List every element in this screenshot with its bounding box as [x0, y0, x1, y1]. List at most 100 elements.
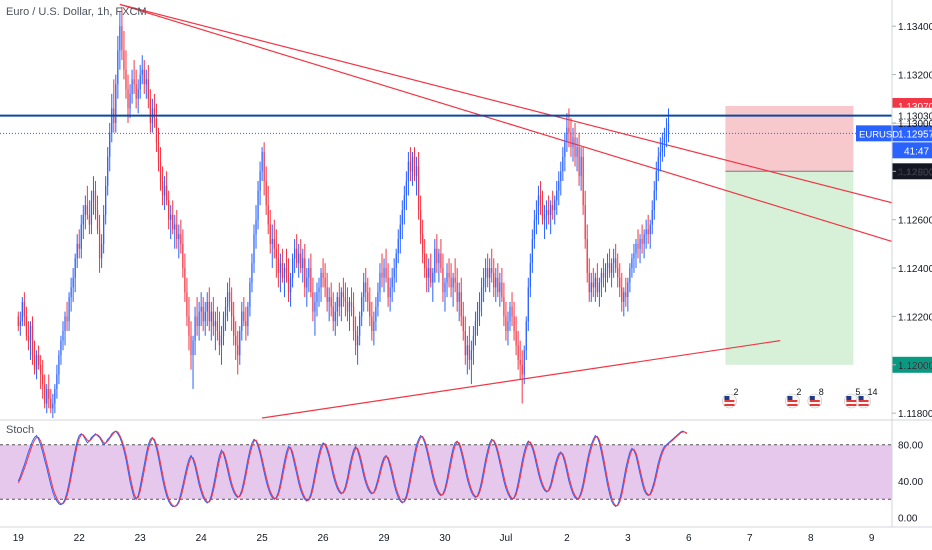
candle-body: [621, 287, 623, 302]
x-tick-label: 8: [808, 533, 814, 544]
candle-body: [127, 89, 129, 109]
candle-body: [155, 118, 158, 143]
candle-body: [253, 234, 255, 264]
candle-body: [387, 277, 389, 298]
candle-body: [513, 316, 515, 331]
candle-body: [470, 350, 473, 360]
candle-body: [556, 190, 558, 201]
candle-body: [224, 306, 227, 317]
y-tick-label: 1.13000: [898, 119, 932, 130]
risk-zone: [725, 106, 854, 172]
candle-body: [505, 316, 507, 331]
candle-body: [426, 268, 428, 278]
candle-body: [464, 330, 466, 356]
price-levels[interactable]: 1.130701.130301.129571.128001.12000EURUS…: [0, 98, 932, 373]
x-tick-label: 9: [869, 533, 875, 544]
candle-body: [657, 156, 659, 172]
trendlines[interactable]: [119, 3, 893, 419]
candle-body: [176, 224, 178, 240]
candle-body: [529, 263, 531, 288]
candle-body: [385, 268, 387, 278]
candle-body: [273, 239, 275, 249]
economic-events[interactable]: 2 2 8 5 14: [722, 387, 878, 409]
candle-body: [653, 190, 655, 210]
candle-body: [395, 253, 397, 269]
candle-body: [592, 282, 594, 288]
candle-body: [261, 151, 263, 172]
candle-body: [332, 306, 334, 322]
candle-body: [552, 205, 554, 210]
candle-body: [214, 321, 217, 327]
candle-body: [493, 272, 495, 288]
candle-body: [279, 263, 282, 273]
candle-body: [48, 388, 50, 399]
candle-body: [66, 316, 68, 322]
candle-body: [462, 316, 464, 331]
candle-body: [182, 243, 184, 269]
x-tick-label: 25: [257, 533, 269, 544]
y-tick-label: 1.13200: [898, 71, 932, 82]
candle-body: [424, 253, 426, 269]
candle-body: [539, 195, 542, 206]
candle-body: [627, 282, 629, 298]
candle-body: [578, 147, 580, 177]
candle-body: [359, 316, 361, 336]
candle-body: [165, 185, 168, 201]
candle-body: [647, 229, 649, 235]
candle-body: [269, 224, 271, 244]
candle-body: [54, 388, 56, 404]
candle-body: [403, 195, 405, 210]
candle-body: [100, 243, 103, 259]
event-flag-stripe: [724, 400, 735, 402]
candle-body: [499, 282, 501, 293]
candle-body: [489, 268, 491, 278]
candle-body: [283, 268, 286, 278]
symbol-tag: [856, 125, 892, 142]
candle-body: [237, 345, 239, 356]
candle-body: [330, 297, 332, 307]
candle-body: [509, 306, 511, 322]
x-tick-label: 7: [747, 533, 753, 544]
candle-body: [186, 292, 188, 317]
candle-body: [354, 330, 357, 346]
candle-body: [168, 200, 170, 220]
candle-body: [375, 306, 377, 322]
candle-body: [314, 301, 316, 312]
candle-body: [511, 306, 513, 317]
trendline: [119, 3, 893, 204]
candle-body: [172, 214, 174, 230]
candle-body: [478, 301, 481, 312]
candle-body: [263, 151, 265, 181]
candle-body: [606, 263, 609, 269]
candle-body: [68, 297, 70, 322]
candle-body: [241, 311, 243, 331]
candle-body: [566, 127, 568, 143]
price-badge-label: 1.13030: [898, 112, 932, 123]
candle-body: [604, 268, 607, 278]
candle-body: [208, 301, 210, 322]
candle-body: [251, 263, 253, 283]
event-flag-stripe: [858, 400, 869, 402]
candle-body: [503, 297, 505, 317]
candle-body: [277, 258, 279, 273]
candle-body: [610, 263, 613, 273]
candle-body: [576, 147, 578, 157]
position-tool[interactable]: [725, 106, 854, 365]
candle-body: [257, 190, 259, 220]
candle-body: [302, 258, 304, 269]
price-badge-label: 1.12800: [898, 167, 932, 178]
candle-body: [247, 306, 249, 327]
candle-body: [304, 258, 306, 288]
candle-body: [196, 316, 198, 327]
candle-body: [255, 219, 257, 235]
candle-body: [651, 210, 653, 225]
candle-body: [328, 297, 330, 302]
candle-body: [78, 243, 80, 249]
candle-body: [550, 205, 552, 215]
candle-body: [580, 156, 582, 177]
candle-body: [371, 316, 373, 331]
x-tick-label: 23: [135, 533, 147, 544]
candle-body: [560, 171, 562, 181]
